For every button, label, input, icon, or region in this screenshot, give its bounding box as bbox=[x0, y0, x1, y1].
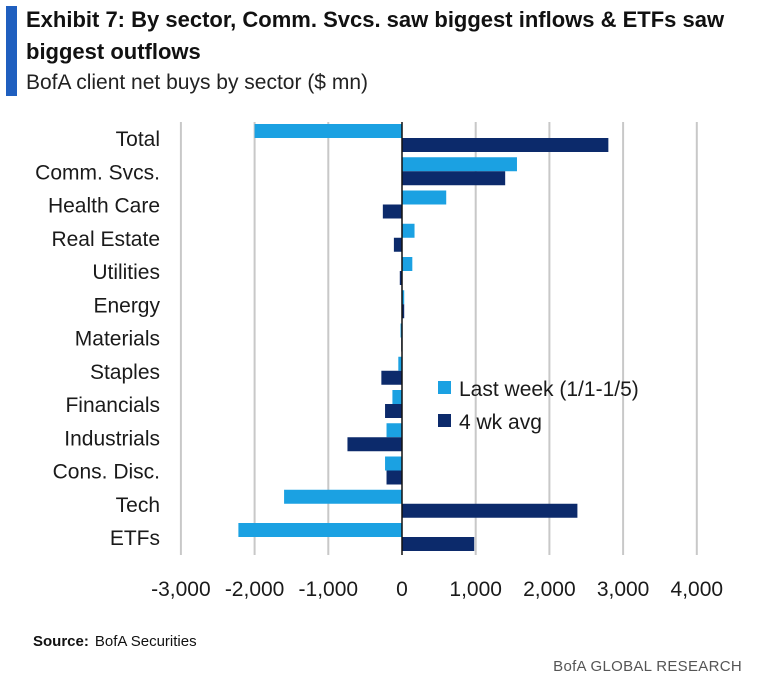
bar-4wk-avg bbox=[386, 470, 402, 485]
category-label: ETFs bbox=[110, 527, 160, 550]
category-label: Materials bbox=[75, 328, 160, 351]
bar-last-week bbox=[284, 489, 402, 504]
source-label: Source: bbox=[33, 633, 89, 650]
category-label: Financials bbox=[65, 394, 160, 417]
bar-last-week bbox=[254, 124, 402, 138]
brand-footer: BofA GLOBAL RESEARCH bbox=[553, 658, 742, 675]
bar-last-week bbox=[386, 423, 402, 438]
bar-4wk-avg bbox=[347, 437, 402, 452]
category-label: Staples bbox=[90, 361, 160, 384]
legend-label: Last week (1/1-1/5) bbox=[459, 378, 639, 401]
bar-4wk-avg bbox=[402, 171, 506, 186]
x-tick-label: 0 bbox=[396, 578, 408, 601]
bar-last-week bbox=[392, 390, 402, 404]
category-label: Comm. Svcs. bbox=[35, 161, 160, 184]
legend-label: 4 wk avg bbox=[459, 411, 542, 434]
legend-swatch bbox=[438, 414, 451, 427]
bar-4wk-avg bbox=[402, 537, 475, 551]
bar-last-week bbox=[385, 456, 402, 471]
bar-last-week bbox=[402, 223, 415, 238]
legend-swatch bbox=[438, 381, 451, 394]
source-note: Source: BofA Securities bbox=[33, 633, 197, 650]
bar-chart: Total Comm. Svcs. Health Care Real Estate Ut… bbox=[35, 122, 724, 601]
category-label: Energy bbox=[93, 294, 160, 317]
bar-last-week bbox=[398, 356, 402, 371]
source-text: BofA Securities bbox=[94, 633, 197, 650]
category-label: Real Estate bbox=[51, 228, 160, 251]
x-tick-label: -2,000 bbox=[225, 578, 285, 601]
bar-last-week bbox=[402, 190, 447, 205]
title-accent-bar bbox=[6, 6, 17, 96]
bar-4wk-avg bbox=[402, 138, 609, 152]
category-label: Cons. Disc. bbox=[53, 461, 160, 484]
x-tick-label: -3,000 bbox=[151, 578, 211, 601]
bar-4wk-avg bbox=[402, 304, 405, 319]
bar-last-week bbox=[402, 257, 413, 271]
bar-4wk-avg bbox=[385, 404, 402, 418]
category-label: Tech bbox=[116, 494, 160, 517]
bar-last-week bbox=[402, 157, 517, 172]
chart-subtitle: BofA client net buys by sector ($ mn) bbox=[26, 71, 368, 94]
x-tick-label: -1,000 bbox=[299, 578, 359, 601]
x-tick-label: 4,000 bbox=[671, 578, 724, 601]
bar-4wk-avg bbox=[382, 204, 402, 219]
bar-4wk-avg bbox=[399, 271, 402, 285]
bar-4wk-avg bbox=[393, 237, 402, 252]
bar-last-week bbox=[402, 290, 405, 305]
bar-4wk-avg bbox=[402, 503, 578, 518]
category-label: Total bbox=[116, 128, 160, 151]
category-label: Utilities bbox=[92, 261, 160, 284]
category-label: Health Care bbox=[48, 195, 160, 218]
bar-4wk-avg bbox=[381, 370, 402, 385]
x-tick-label: 1,000 bbox=[449, 578, 502, 601]
x-tick-label: 2,000 bbox=[523, 578, 576, 601]
category-label: Industrials bbox=[64, 427, 160, 450]
chart-title: Exhibit 7: By sector, Comm. Svcs. saw bi… bbox=[26, 7, 725, 64]
bar-last-week bbox=[238, 523, 402, 537]
x-tick-label: 3,000 bbox=[597, 578, 650, 601]
